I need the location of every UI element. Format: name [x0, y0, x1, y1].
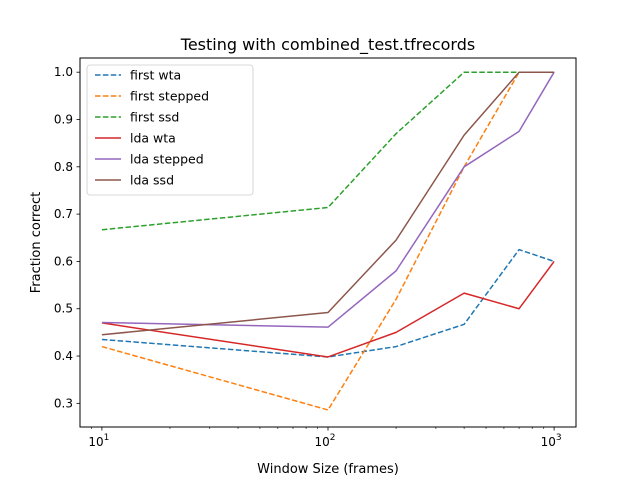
y-axis-label: Fraction correct [29, 192, 44, 294]
x-tick-base: 10 [88, 435, 103, 449]
series-line [101, 248, 555, 358]
legend-label: lda wta [130, 131, 176, 146]
legend: first wta first stepped first ssd lda wta ld… [86, 64, 254, 196]
x-tick-label: 101 [88, 433, 109, 449]
legend-label: first wta [130, 68, 181, 83]
y-tick-label: 0.8 [54, 160, 73, 174]
y-tick-label: 0.9 [54, 113, 73, 127]
series-line [101, 71, 555, 231]
series-line [101, 71, 555, 336]
legend-label: first ssd [130, 110, 179, 125]
legend-box [86, 64, 254, 196]
series-line [101, 260, 555, 358]
legend-label: first stepped [130, 89, 209, 104]
x-tick-label: 103 [541, 433, 562, 449]
x-tick-base: 10 [541, 435, 556, 449]
x-tick-base: 10 [314, 435, 329, 449]
x-axis-label: Window Size (frames) [257, 462, 399, 477]
legend-label: lda ssd [130, 173, 174, 188]
legend-label: lda stepped [130, 152, 204, 167]
x-tick-exponent: 3 [556, 433, 562, 443]
y-tick-label: 0.6 [54, 254, 73, 268]
plot-area [101, 71, 555, 411]
y-tick-label: 1.0 [54, 65, 73, 79]
y-tick-label: 0.3 [54, 396, 73, 410]
x-tick-label: 102 [314, 433, 335, 449]
y-tick-label: 0.5 [54, 302, 73, 316]
y-tick-label: 0.4 [54, 349, 73, 363]
chart-title: Testing with combined_test.tfrecords [180, 35, 475, 55]
axes-frame [79, 57, 577, 428]
series-line [101, 71, 555, 328]
x-tick-exponent: 2 [330, 433, 336, 443]
x-tick-exponent: 1 [104, 433, 110, 443]
y-tick-label: 0.7 [54, 207, 73, 221]
